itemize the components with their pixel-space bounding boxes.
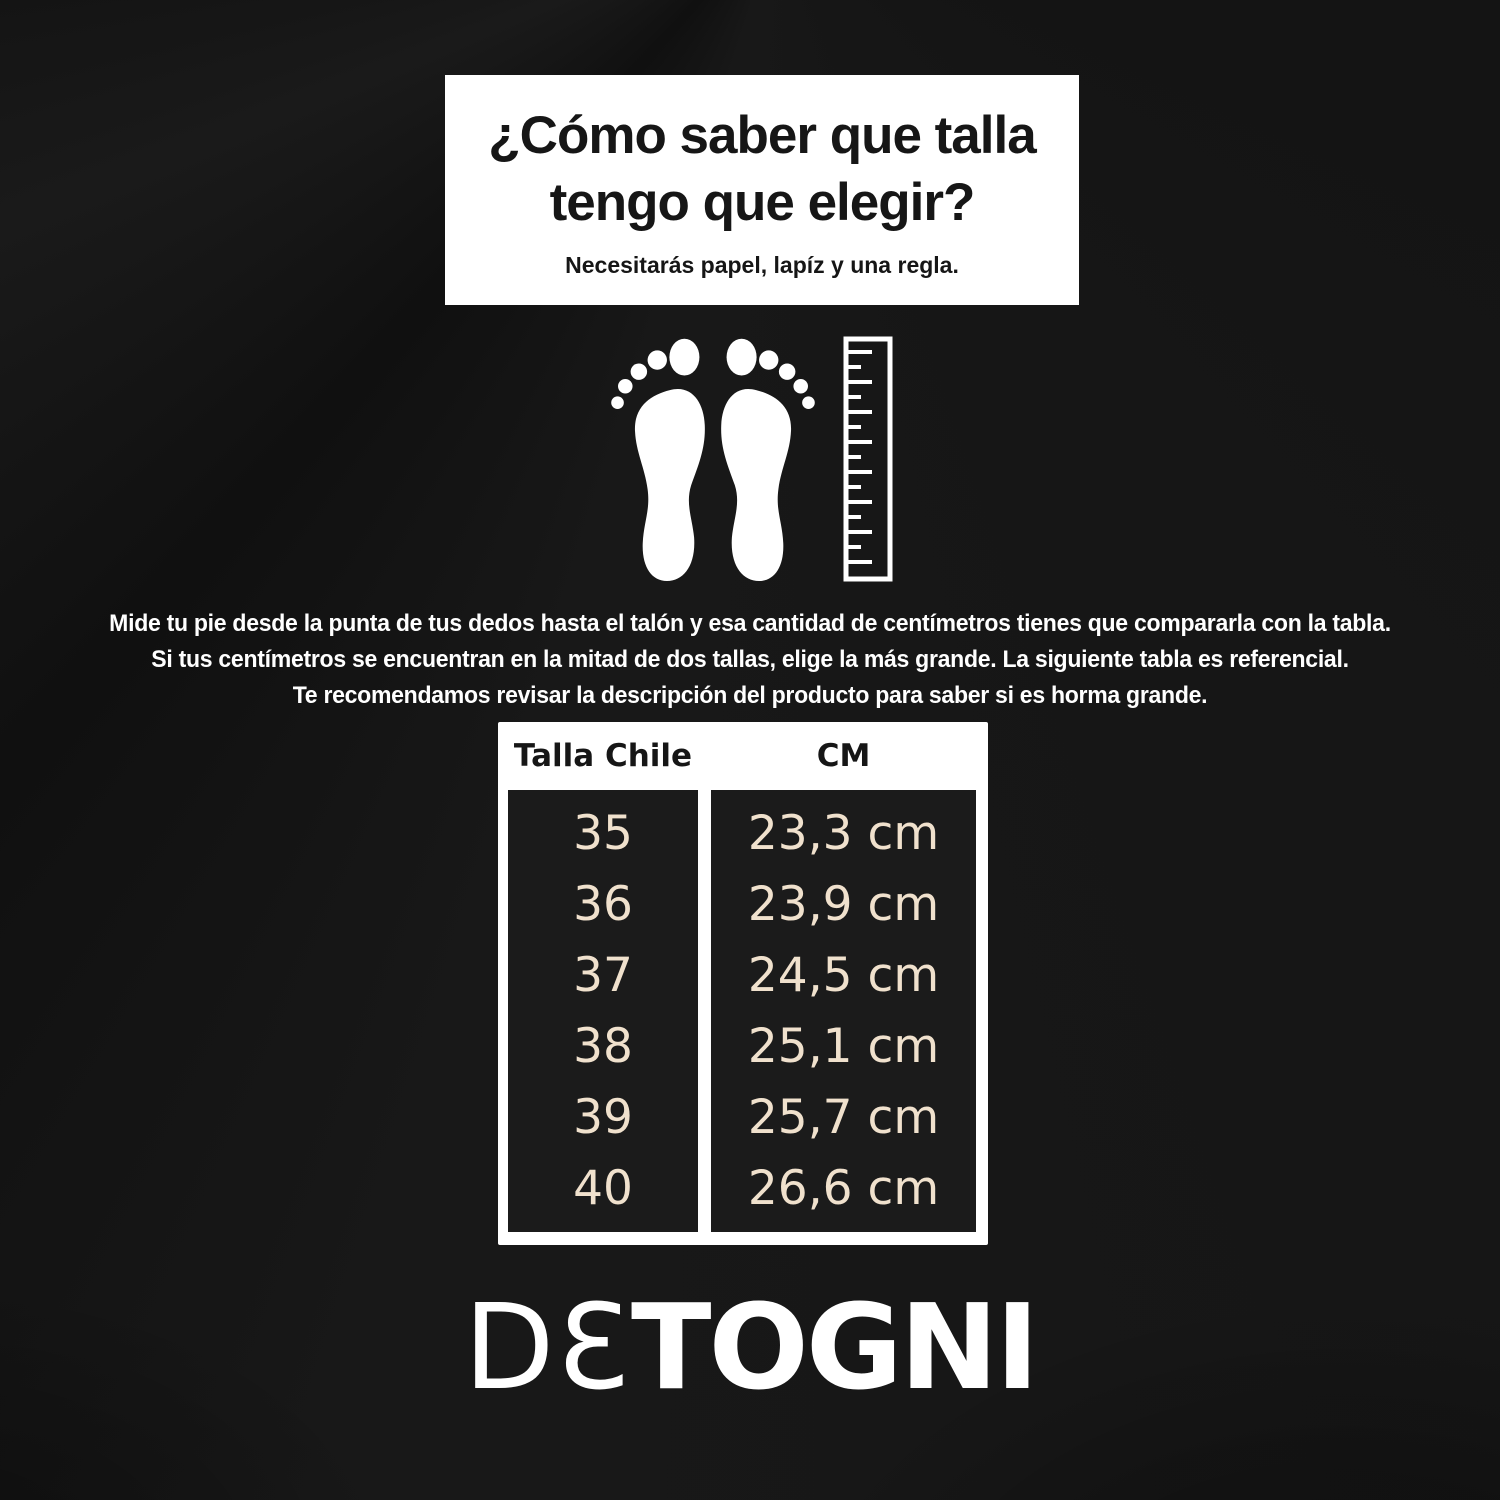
size-cell: 36 xyxy=(573,877,633,932)
cm-cell: 26,6 cm xyxy=(747,1161,940,1216)
instruction-line-1: Mide tu pie desde la punta de tus dedos … xyxy=(109,610,1391,637)
title-subtitle: Necesitarás papel, lapíz y una regla. xyxy=(565,251,959,278)
size-cell: 40 xyxy=(573,1161,633,1216)
ruler-icon xyxy=(843,336,893,582)
size-chart-table: Talla Chile CM 35 36 37 38 39 40 23,3 cm… xyxy=(498,722,988,1245)
instruction-line-2: Si tus centímetros se encuentran en la m… xyxy=(151,646,1349,673)
table-header-row: Talla Chile CM xyxy=(508,722,976,790)
brand-logo: DƐTOGNI xyxy=(0,1288,1500,1406)
cm-cell: 24,5 cm xyxy=(747,948,940,1003)
column-header-cm: CM xyxy=(816,738,871,774)
cm-cell: 23,9 cm xyxy=(747,877,940,932)
footprints-icon xyxy=(611,338,815,582)
instruction-line-3: Te recomendamos revisar la descripción d… xyxy=(292,682,1208,709)
table-body: 35 36 37 38 39 40 23,3 cm 23,9 cm 24,5 c… xyxy=(508,790,976,1232)
cm-cell: 23,3 cm xyxy=(747,806,940,861)
cm-cell: 25,1 cm xyxy=(747,1019,940,1074)
brand-logo-prefix: DƐ xyxy=(463,1278,632,1416)
measurement-instructions: Mide tu pie desde la punta de tus dedos … xyxy=(0,606,1500,714)
talla-column: 35 36 37 38 39 40 xyxy=(508,790,698,1232)
size-cell: 35 xyxy=(573,806,633,861)
cm-cell: 25,7 cm xyxy=(747,1090,940,1145)
brand-logo-suffix: TOGNI xyxy=(631,1278,1039,1416)
size-cell: 37 xyxy=(573,948,633,1003)
measurement-illustration xyxy=(0,330,1500,586)
title-card: ¿Cómo saber que talla tengo que elegir? … xyxy=(445,75,1079,305)
column-header-talla: Talla Chile xyxy=(513,738,693,774)
size-cell: 39 xyxy=(573,1090,633,1145)
cm-column: 23,3 cm 23,9 cm 24,5 cm 25,1 cm 25,7 cm … xyxy=(711,790,976,1232)
page-title-line-2: tengo que elegir? xyxy=(549,172,976,232)
page-title-line-1: ¿Cómo saber que talla xyxy=(488,105,1036,165)
size-cell: 38 xyxy=(573,1019,633,1074)
